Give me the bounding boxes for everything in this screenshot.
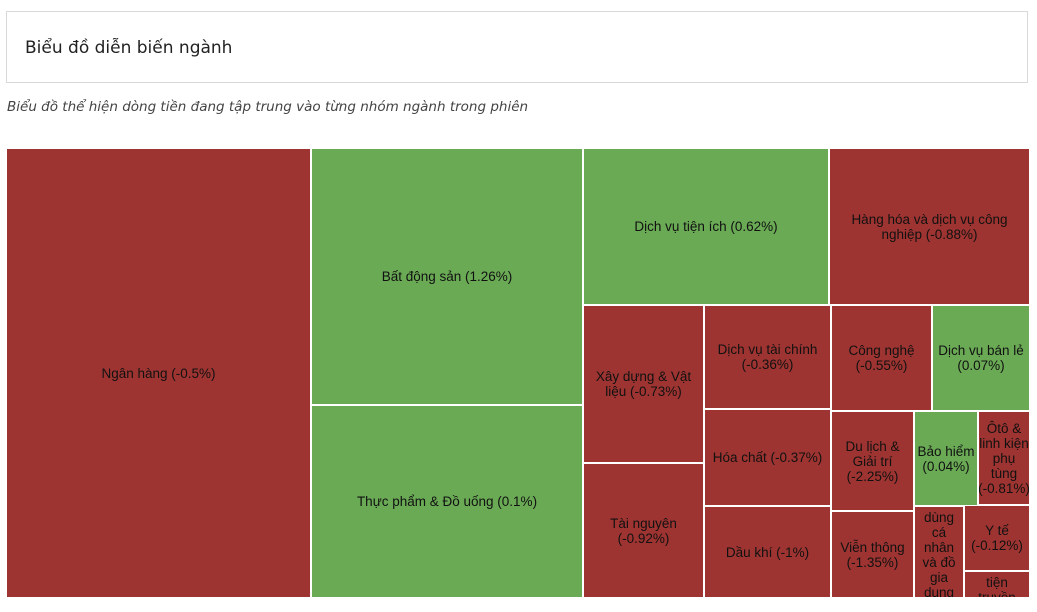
sector-label: Tài nguyên (-0.92%): [610, 515, 677, 546]
sector-label: dùng cá nhân và đồ gia dụng: [922, 510, 956, 598]
sector-tile[interactable]: Ôtô & linh kiện phụ tùng (-0.81%): [978, 411, 1030, 505]
sector-tile[interactable]: dùng cá nhân và đồ gia dụng: [914, 506, 964, 598]
sector-label: Bất động sản (1.26%): [381, 269, 513, 284]
sector-label: Ôtô & linh kiện phụ tùng (-0.81%): [978, 420, 1030, 496]
sector-tile[interactable]: Công nghệ (-0.55%): [831, 305, 932, 411]
sector-label: Dịch vụ bán lẻ (0.07%): [938, 343, 1024, 373]
sector-tile[interactable]: tiện truyền thông: [964, 571, 1030, 598]
sector-label: Y tế (-0.12%): [971, 523, 1023, 553]
sector-tile[interactable]: Xây dựng & Vật liệu (-0.73%): [583, 305, 704, 463]
sector-label: Dầu khí (-1%): [725, 544, 810, 560]
sector-label: Bảo hiểm (0.04%): [917, 443, 975, 474]
chart-header: Biểu đồ diễn biến ngành: [6, 11, 1028, 83]
sector-label: Công nghệ (-0.55%): [848, 343, 915, 373]
chart-description: Biểu đồ thể hiện dòng tiền đang tập trun…: [7, 99, 529, 115]
sector-tile[interactable]: Hóa chất (-0.37%): [704, 409, 831, 506]
sector-label: Du lịch & Giải trí (-2.25%): [845, 438, 900, 484]
sector-label: Dịch vụ tài chính (-0.36%): [717, 342, 818, 372]
sector-tile[interactable]: Dịch vụ tài chính (-0.36%): [704, 305, 831, 409]
sector-tile[interactable]: Du lịch & Giải trí (-2.25%): [831, 411, 914, 511]
sector-tile[interactable]: Hàng hóa và dịch vụ công nghiệp (-0.88%): [829, 148, 1030, 305]
sector-label: Viễn thông (-1.35%): [840, 539, 905, 570]
sector-tile[interactable]: Thực phẩm & Đồ uống (0.1%): [311, 405, 583, 598]
sector-label: Thực phẩm & Đồ uống (0.1%): [356, 494, 538, 509]
sector-label: Hàng hóa và dịch vụ công nghiệp (-0.88%): [851, 211, 1008, 242]
page-title: Biểu đồ diễn biến ngành: [25, 38, 233, 58]
sector-tile[interactable]: Ngân hàng (-0.5%): [6, 148, 311, 598]
sector-tile[interactable]: Dầu khí (-1%): [704, 506, 831, 598]
sector-tile[interactable]: Dịch vụ tiện ích (0.62%): [583, 148, 829, 305]
sector-tile[interactable]: Dịch vụ bán lẻ (0.07%): [932, 305, 1030, 411]
sector-label: Dịch vụ tiện ích (0.62%): [634, 219, 778, 234]
sector-tile[interactable]: Tài nguyên (-0.92%): [583, 463, 704, 598]
sector-tile[interactable]: Viễn thông (-1.35%): [831, 511, 914, 598]
sector-label: Hóa chất (-0.37%): [712, 450, 823, 465]
sector-tile[interactable]: Bất động sản (1.26%): [311, 148, 583, 405]
sector-label: Ngân hàng (-0.5%): [101, 365, 216, 381]
sector-tile[interactable]: Y tế (-0.12%): [964, 505, 1030, 571]
sector-label: Xây dựng & Vật liệu (-0.73%): [595, 369, 692, 399]
sector-tile[interactable]: Bảo hiểm (0.04%): [914, 411, 978, 506]
sector-label: tiện truyền thông: [978, 575, 1016, 598]
sector-treemap: Ngân hàng (-0.5%) Bất động sản (1.26%) Thự…: [6, 148, 1030, 598]
